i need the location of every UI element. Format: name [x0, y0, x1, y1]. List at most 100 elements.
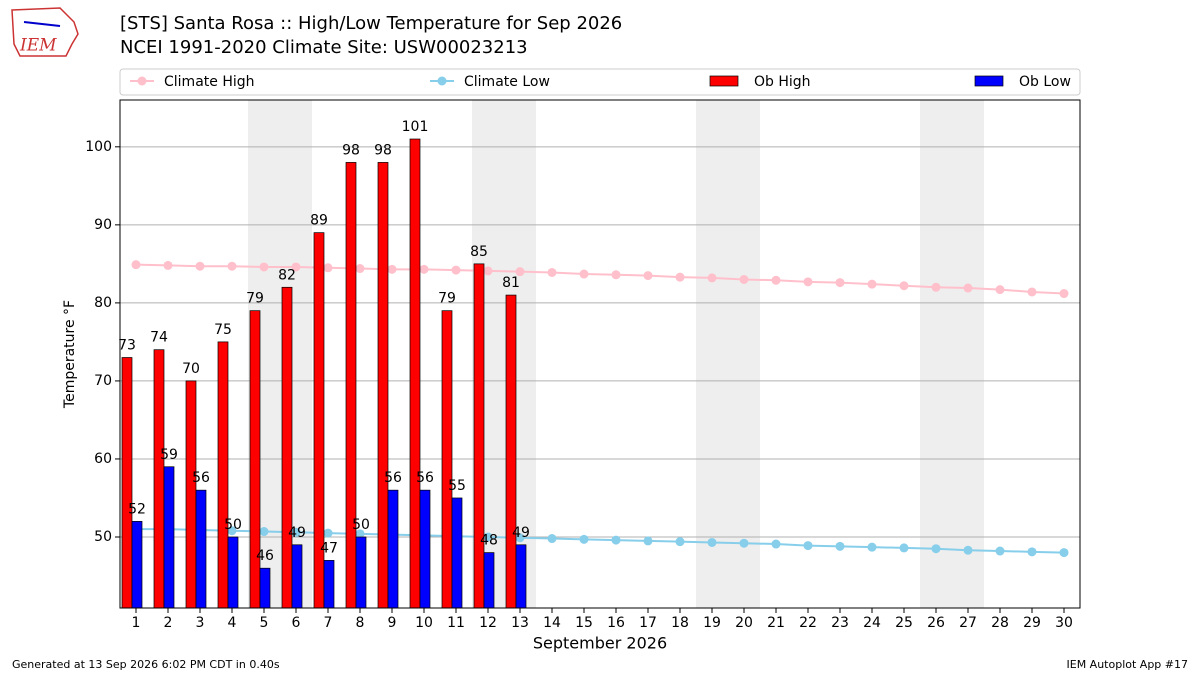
point [963, 283, 973, 293]
weekend-shade [920, 100, 952, 608]
point [291, 527, 301, 537]
point [963, 545, 973, 555]
point [803, 277, 813, 287]
legend-box [119, 68, 1081, 96]
point [259, 262, 269, 272]
point [483, 532, 493, 542]
y-tick-label: 50 [94, 529, 112, 545]
x-tick-label: 24 [863, 615, 881, 631]
point [451, 265, 461, 275]
point [131, 260, 141, 270]
bar [505, 294, 517, 609]
x-tick-label: 12 [479, 615, 497, 631]
data-label: 56 [416, 470, 434, 486]
y-tick-label: 100 [85, 139, 112, 155]
data-label: 79 [438, 291, 456, 307]
bar [409, 138, 421, 609]
data-label: 49 [512, 525, 530, 541]
data-label: 50 [352, 517, 370, 533]
point [771, 539, 781, 549]
data-label: 82 [278, 267, 296, 283]
x-tick-label: 22 [799, 615, 817, 631]
bar [345, 162, 357, 609]
x-tick-label: 16 [607, 615, 625, 631]
point [739, 538, 749, 548]
legend-label: Ob High [754, 74, 811, 90]
data-label: 85 [470, 244, 488, 260]
logo-text: IEM [19, 36, 57, 56]
bar [281, 286, 293, 609]
legend-swatch [974, 75, 1004, 87]
x-tick-label: 29 [1023, 615, 1041, 631]
point [931, 544, 941, 554]
point [867, 542, 877, 552]
x-tick-label: 11 [447, 615, 465, 631]
data-label: 101 [402, 119, 429, 135]
point [1027, 547, 1037, 557]
x-tick-label: 17 [639, 615, 657, 631]
point [771, 275, 781, 285]
point [547, 267, 557, 277]
point [835, 541, 845, 551]
x-tick-label: 5 [260, 615, 269, 631]
data-label: 55 [448, 478, 466, 494]
point [355, 529, 365, 539]
legend-swatch [709, 75, 739, 87]
y-tick-label: 80 [94, 295, 112, 311]
data-label: 79 [246, 291, 264, 307]
x-tick-label: 23 [831, 615, 849, 631]
bar [195, 489, 207, 609]
data-label: 49 [288, 525, 306, 541]
data-label: 74 [150, 330, 168, 346]
bar [185, 380, 197, 609]
x-tick-label: 28 [991, 615, 1009, 631]
x-tick-label: 6 [292, 615, 301, 631]
data-label: 47 [320, 540, 338, 556]
point [227, 261, 237, 271]
bar [163, 466, 175, 609]
point [547, 534, 557, 544]
x-tick-label: 9 [388, 615, 397, 631]
point [899, 281, 909, 291]
point [419, 264, 429, 274]
point [899, 543, 909, 553]
point [931, 282, 941, 292]
footer-right: IEM Autoplot App #17 [1067, 658, 1189, 671]
bar [377, 162, 389, 609]
point [259, 527, 269, 537]
point [739, 274, 749, 284]
point [291, 262, 301, 272]
x-tick-label: 13 [511, 615, 529, 631]
bar [227, 536, 239, 609]
logo: IEM [11, 7, 79, 57]
point [675, 537, 685, 547]
x-tick-label: 15 [575, 615, 593, 631]
legend-label: Climate Low [464, 74, 550, 90]
point [803, 541, 813, 551]
point [515, 267, 525, 277]
x-tick-label: 26 [927, 615, 945, 631]
y-axis-label: Temperature °F [62, 300, 78, 409]
x-tick-label: 3 [196, 615, 205, 631]
point [323, 528, 333, 538]
y-tick-label: 70 [94, 373, 112, 389]
footer-left: Generated at 13 Sep 2026 6:02 PM CDT in … [12, 658, 280, 671]
y-tick-label: 90 [94, 217, 112, 233]
x-tick-label: 10 [415, 615, 433, 631]
data-label: 98 [374, 142, 392, 158]
legend-label: Ob Low [1019, 74, 1071, 90]
point [387, 264, 397, 274]
point [1027, 287, 1037, 297]
bar [483, 552, 495, 609]
legend-label: Climate High [164, 74, 255, 90]
x-tick-label: 1 [132, 615, 141, 631]
x-tick-label: 19 [703, 615, 721, 631]
data-label: 89 [310, 213, 328, 229]
point [355, 264, 365, 274]
x-tick-label: 25 [895, 615, 913, 631]
weekend-shade [728, 100, 760, 608]
line [135, 263, 1065, 295]
data-label: 81 [502, 275, 520, 291]
data-label: 73 [118, 338, 136, 354]
chart-title: [STS] Santa Rosa :: High/Low Temperature… [120, 13, 622, 34]
